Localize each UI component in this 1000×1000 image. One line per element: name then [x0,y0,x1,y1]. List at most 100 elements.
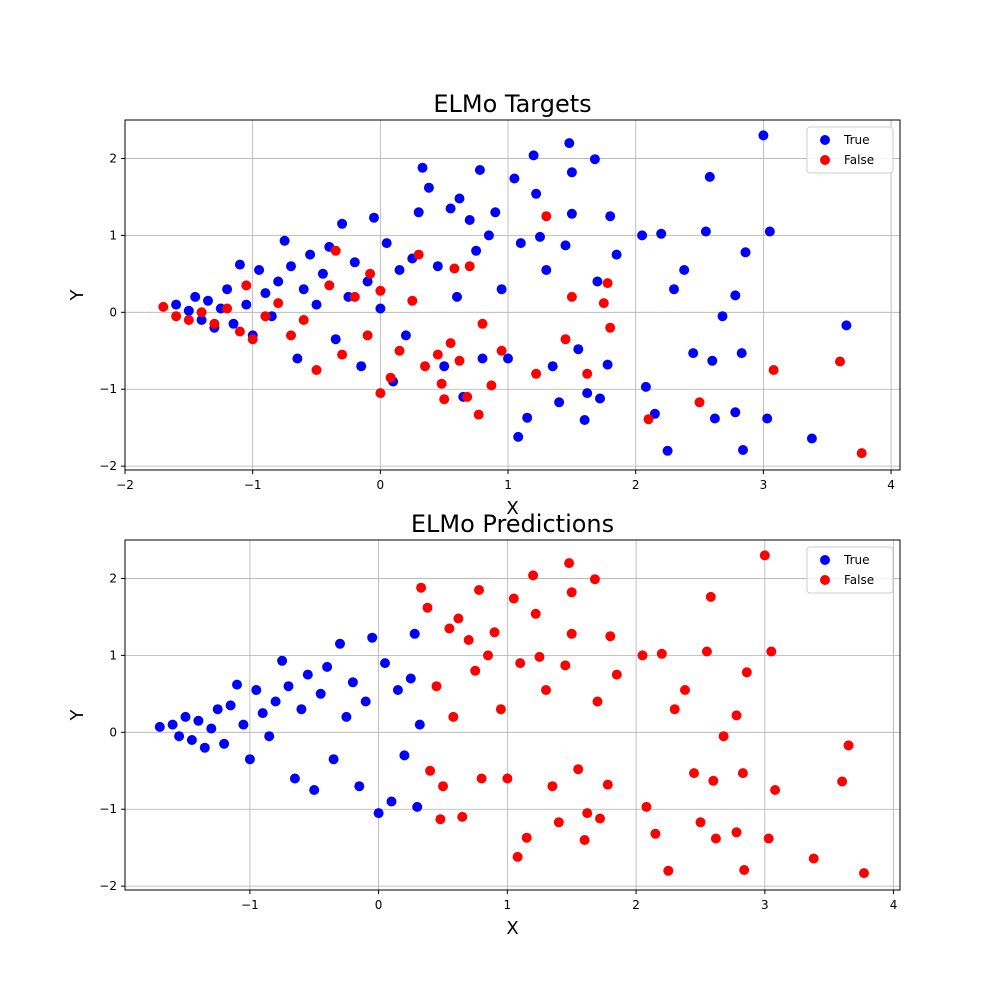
data-point-false [439,394,450,405]
data-point-false [463,635,474,645]
data-point-true [688,348,699,359]
data-point-false [547,781,558,792]
data-point-false [582,808,593,819]
data-point-true [369,212,379,223]
data-point-false [298,315,309,325]
data-point-false [486,380,497,391]
data-point-false [641,801,652,812]
data-point-false [573,764,584,775]
data-point-true [464,215,475,225]
data-point-true [264,731,275,742]
data-point-true [257,708,268,719]
data-point-true [483,230,494,241]
data-point-true [490,207,501,218]
data-point-true [662,445,673,456]
data-point-true [611,249,622,260]
data-point-true [270,696,281,707]
data-point-true [279,235,290,246]
data-point-false [763,833,774,844]
data-point-true [167,719,178,730]
data-point-true [707,355,718,366]
data-point-false [247,334,258,345]
data-point-true [251,685,262,695]
data-point-true [566,208,577,219]
data-point-false [710,833,721,844]
data-point-true [423,182,434,193]
data-point-false [349,291,360,302]
data-point-true [477,353,488,364]
data-point-false [835,356,845,367]
data-point-false [286,330,296,341]
data-point-true [193,715,204,726]
y-tick-label: −1 [99,802,117,816]
data-point-false [489,627,500,638]
data-point-false [416,582,427,593]
data-point-true [535,231,545,242]
data-point-false [680,685,690,695]
data-point-true [298,284,309,295]
data-point-false [602,779,613,790]
data-point-true [317,268,328,279]
data-point-false [407,295,418,306]
data-point-false [759,550,770,561]
data-point-true [399,750,410,761]
data-point-true [305,249,316,260]
data-point-true [315,688,326,699]
legend: True False [806,126,894,174]
data-point-false [541,211,552,222]
data-point-true [503,353,513,364]
data-point-false [448,711,459,722]
data-point-true [244,754,255,765]
data-point-true [186,735,197,745]
data-point-true [454,193,465,204]
data-point-true [764,226,775,237]
data-point-false [445,338,456,349]
series-false [416,550,869,879]
data-point-false [731,827,742,838]
data-point-true [322,661,333,672]
data-point-false [385,372,396,383]
data-point-false [656,648,667,659]
x-axis-label: X [506,918,518,939]
data-point-false [311,365,322,375]
data-point-false [502,773,513,784]
data-point-true [356,361,367,372]
y-tick-label: −2 [99,459,117,473]
series-false [158,211,867,459]
data-point-false [521,832,532,843]
data-point-false [566,628,577,639]
data-point-false [602,278,613,289]
data-point-true [592,276,603,287]
data-point-true [554,397,565,408]
data-point-true [637,230,648,241]
data-point-true [841,320,852,331]
data-point-true [522,412,533,423]
data-point-false [222,303,233,314]
data-point-false [324,280,335,291]
data-point-false [438,781,448,792]
data-point-true [360,696,371,707]
data-point-false [470,665,481,676]
data-point-true [392,685,403,695]
x-tick-label: 4 [887,478,895,492]
data-point-true [405,673,416,684]
data-point-true [292,353,303,364]
data-point-true [432,261,443,272]
data-point-true [367,632,378,643]
data-point-true [445,203,456,214]
data-point-false [737,768,748,779]
data-point-false [330,245,341,256]
data-point-false [560,334,571,345]
data-point-true [311,299,322,310]
data-point-true [254,265,265,275]
data-point-true [206,723,217,734]
plot-frame [124,119,901,471]
data-point-true [234,259,245,270]
data-point-true [199,742,210,753]
data-point-true [328,754,339,765]
data-point-false [592,696,603,707]
data-point-false [611,669,622,680]
data-point-false [582,368,593,379]
y-tick-label: −1 [99,382,117,396]
data-point-true [154,721,165,732]
